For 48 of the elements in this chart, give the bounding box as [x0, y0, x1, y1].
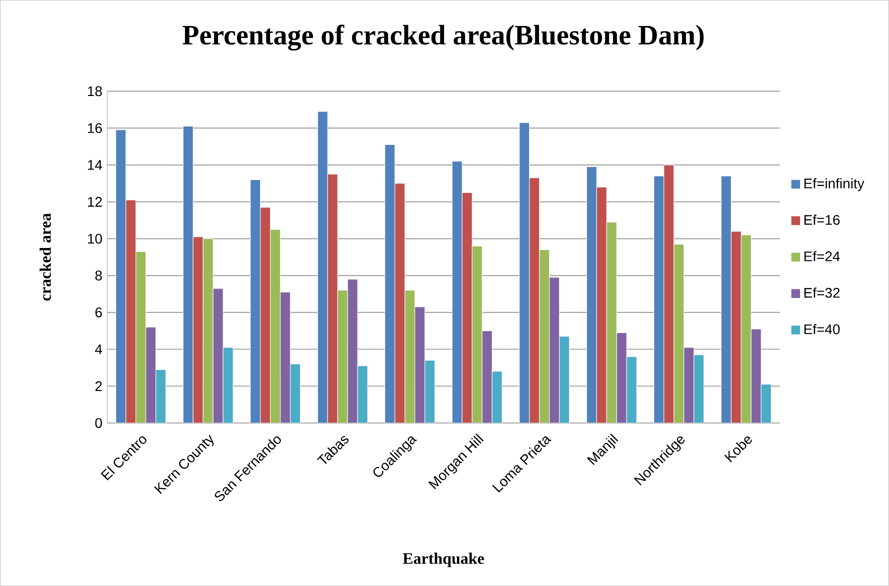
legend-label: Ef=24 — [804, 250, 840, 262]
y-tick-label: 2 — [95, 381, 102, 391]
bar — [482, 330, 492, 423]
bar — [462, 192, 472, 423]
bar — [394, 183, 406, 423]
bar — [136, 251, 146, 423]
bar — [529, 177, 540, 423]
bar — [270, 229, 281, 423]
bar — [146, 326, 156, 423]
legend-label: Ef=40 — [804, 324, 840, 334]
bar — [347, 278, 358, 423]
bar — [596, 186, 607, 423]
chart-title: Percentage of cracked area(Bluestone Dam) — [182, 24, 704, 50]
bar — [404, 290, 416, 423]
bar — [212, 288, 224, 423]
bar — [472, 246, 482, 423]
bar — [192, 236, 204, 423]
bar — [414, 306, 426, 423]
bar — [664, 164, 674, 423]
legend-label: Ef=infinity — [804, 178, 864, 192]
y-tick-label: 14 — [88, 160, 102, 170]
y-tick-label: 18 — [88, 86, 102, 96]
bar — [280, 292, 291, 423]
bar — [539, 249, 550, 423]
y-axis-title: cracked area — [40, 213, 51, 301]
bar — [730, 230, 742, 423]
y-tick-label: 16 — [88, 123, 102, 133]
y-tick-label: 10 — [88, 234, 102, 244]
y-tick-label: 6 — [95, 307, 102, 318]
bar — [616, 332, 627, 423]
bar — [202, 238, 214, 423]
bar — [260, 206, 271, 423]
bar — [684, 347, 694, 423]
bar — [549, 277, 560, 423]
bar — [740, 234, 752, 423]
legend-label: Ef=16 — [804, 214, 840, 225]
bar — [337, 290, 348, 423]
bar — [126, 200, 136, 423]
bar — [327, 174, 338, 423]
y-tick-label: 0 — [95, 418, 102, 428]
bar — [674, 244, 684, 423]
y-tick-label: 8 — [95, 270, 102, 280]
y-tick-label: 12 — [88, 196, 102, 207]
bar — [750, 328, 762, 423]
legend-label: Ef=32 — [804, 287, 840, 298]
x-axis-title: Earthquake — [402, 552, 484, 568]
y-tick-label: 4 — [95, 344, 102, 354]
bar — [606, 222, 617, 423]
